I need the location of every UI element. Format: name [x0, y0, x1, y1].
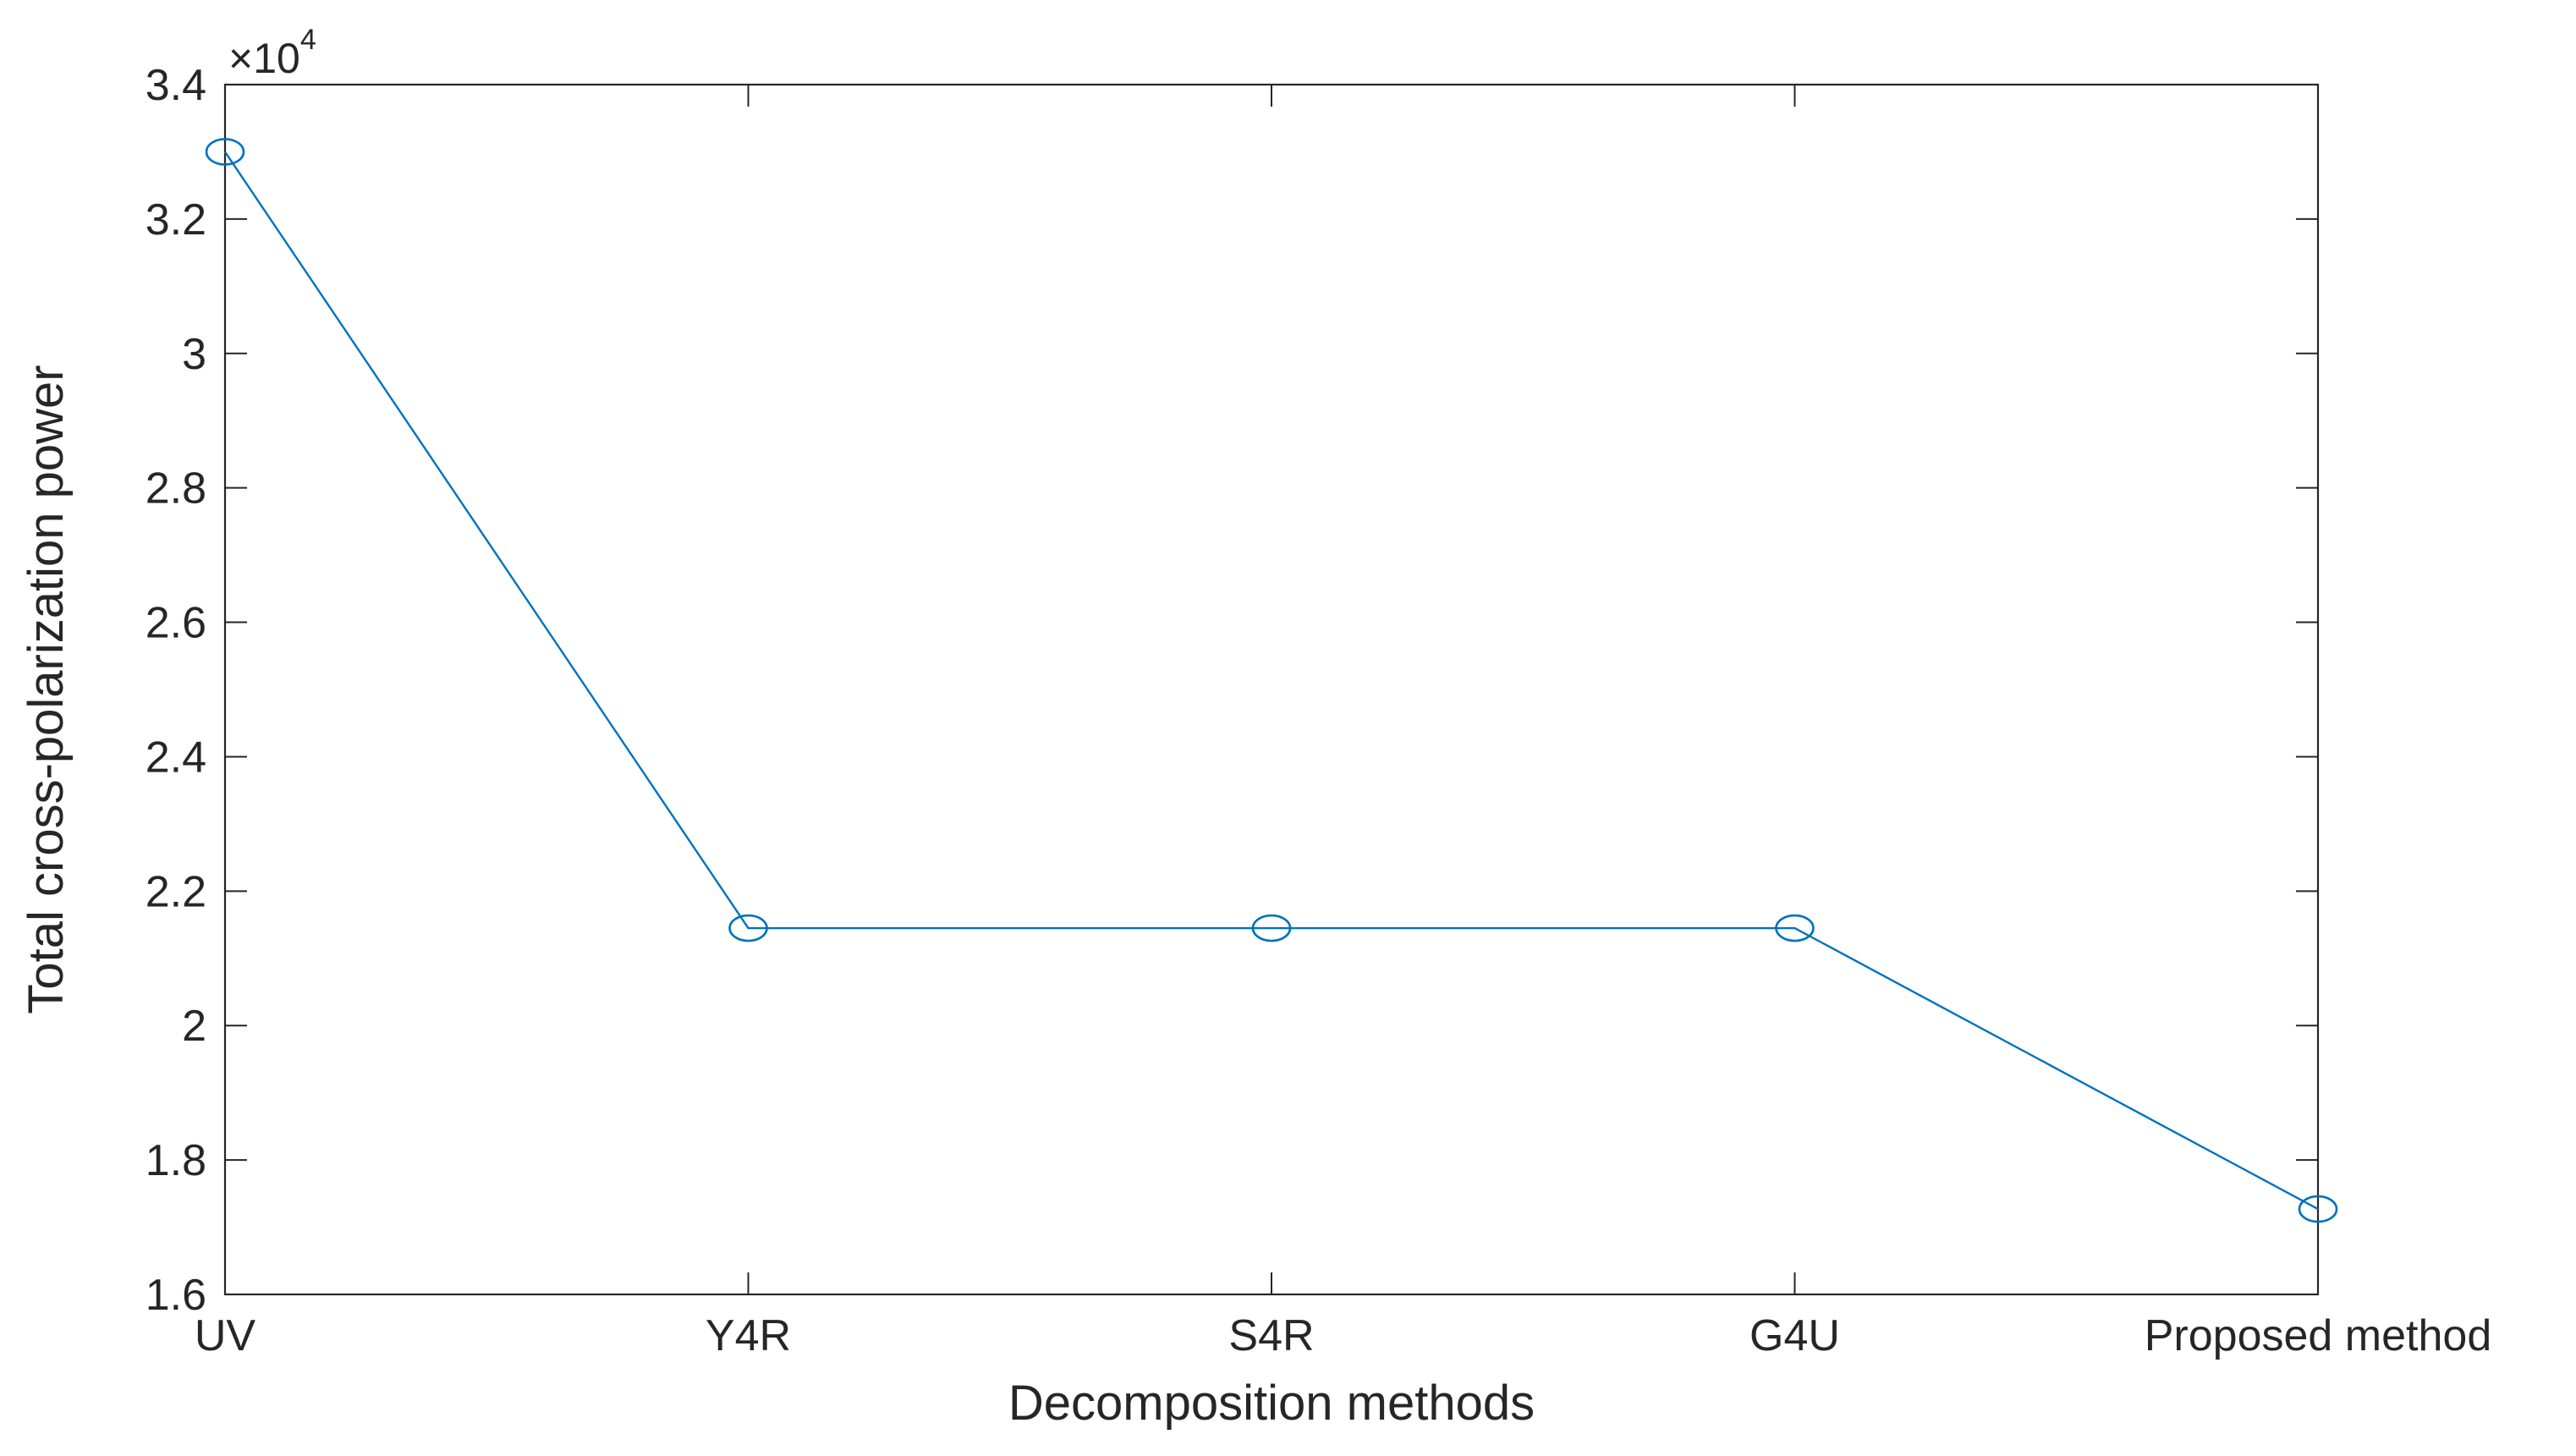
y-tick-label: 2 — [182, 1002, 206, 1051]
y-axis-label: Total cross-polarization power — [19, 365, 74, 1014]
x-axis-label: Decomposition methods — [1008, 1376, 1535, 1431]
data-point — [1775, 914, 1815, 942]
data-point — [728, 914, 768, 942]
ticks: 1.6 1.8 2 2.2 2.4 2.6 2.8 3 3.2 3.4 UV Y4R S4R G4U Pro… — [146, 61, 2492, 1360]
y-exponent-power: 4 — [300, 24, 316, 56]
y-axis-exponent: ×104 — [228, 24, 316, 82]
labels: Decomposition methods Total cross-polari… — [19, 24, 1535, 1431]
x-tick-label: Y4R — [706, 1311, 791, 1360]
y-tick-label: 2.6 — [146, 599, 206, 648]
y-tick-label: 3 — [182, 330, 206, 379]
data-point — [2298, 1195, 2338, 1223]
y-tick-label: 1.8 — [146, 1136, 206, 1185]
x-tick-label: Proposed method — [2145, 1311, 2492, 1360]
data-point — [205, 138, 245, 166]
data-series — [205, 138, 2338, 1223]
y-exponent-prefix: ×10 — [228, 35, 300, 82]
x-tick-label: G4U — [1749, 1311, 1840, 1360]
series-line — [224, 151, 2319, 1211]
y-tick-label: 2.2 — [146, 867, 206, 916]
y-tick-label: 3.4 — [146, 61, 206, 110]
plot-frame — [223, 83, 2320, 1296]
x-tick-label: UV — [195, 1311, 256, 1360]
y-tick-label: 2.4 — [146, 733, 206, 782]
x-tick-label: S4R — [1228, 1311, 1314, 1360]
y-tick-label: 2.8 — [146, 464, 206, 514]
axes — [223, 83, 2320, 1296]
y-tick-label: 1.6 — [146, 1271, 206, 1320]
data-point — [1251, 914, 1292, 942]
y-tick-label: 3.2 — [146, 195, 206, 244]
